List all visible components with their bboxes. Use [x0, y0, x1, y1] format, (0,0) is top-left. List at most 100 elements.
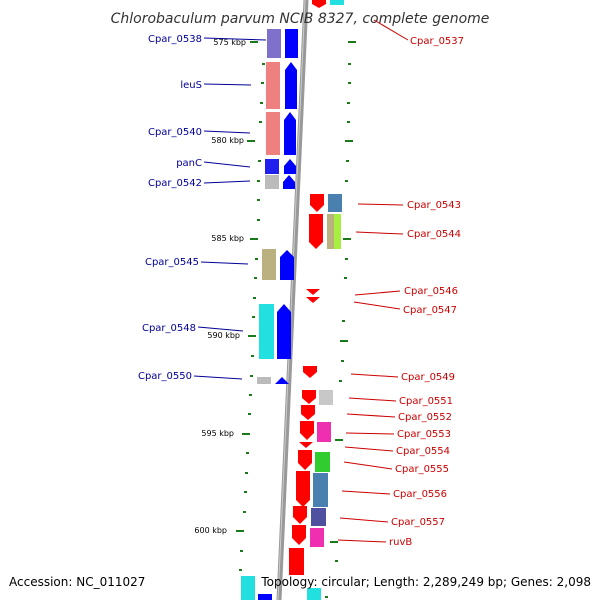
gene-box-panc[interactable] — [265, 159, 279, 174]
major-tick — [340, 340, 348, 342]
gene-label-right[interactable]: Cpar_0543 — [407, 200, 461, 211]
gene-box-cpar-0555[interactable] — [315, 452, 330, 472]
gene-arrow-cpar-0548[interactable] — [277, 304, 291, 359]
gene-box-cpar-0542[interactable] — [265, 175, 279, 189]
minor-tick — [257, 219, 260, 221]
gene-label-right[interactable]: Cpar_0553 — [397, 429, 451, 440]
gene-box-leus[interactable] — [266, 62, 280, 109]
minor-tick — [250, 375, 253, 377]
gene-box-cpar-0537[interactable] — [330, 0, 344, 5]
major-tick — [250, 41, 258, 43]
gene-box-cpar-0550[interactable] — [257, 377, 271, 384]
leader-line — [193, 375, 243, 380]
gene-arrow-cpar-0538[interactable] — [285, 29, 298, 58]
gene-arrow-cpar-0557[interactable] — [293, 506, 307, 524]
major-tick — [242, 433, 250, 435]
gene-box-cpar-0540[interactable] — [266, 112, 280, 155]
minor-tick — [239, 569, 242, 571]
gene-arrow-bottom-red[interactable] — [289, 548, 304, 575]
gene-arrow-cpar-0545[interactable] — [280, 250, 294, 280]
gene-label-right[interactable]: Cpar_0551 — [399, 396, 453, 407]
gene-arrow-cpar-0542[interactable] — [283, 175, 295, 189]
gene-box-cpar-0553[interactable] — [317, 422, 331, 442]
gene-label-left[interactable]: Cpar_0542 — [148, 178, 202, 189]
gene-label-right[interactable]: Cpar_0555 — [395, 464, 449, 475]
gene-box-bottom-right[interactable] — [307, 588, 321, 600]
minor-tick — [259, 121, 262, 123]
gene-box-cpar-0557[interactable] — [311, 508, 326, 526]
minor-tick — [347, 121, 350, 123]
gene-arrow-bottom[interactable] — [258, 594, 272, 600]
major-tick — [343, 238, 351, 240]
gene-arrow-cpar-0544[interactable] — [309, 214, 323, 249]
leader-line — [203, 130, 251, 134]
minor-tick — [260, 102, 263, 104]
gene-label-left[interactable]: Cpar_0540 — [148, 127, 202, 138]
gene-label-right[interactable]: Cpar_0546 — [404, 286, 458, 297]
gene-label-left[interactable]: panC — [176, 158, 202, 169]
gene-label-right[interactable]: Cpar_0547 — [403, 305, 457, 316]
leader-line — [355, 231, 404, 235]
gene-label-right[interactable]: ruvB — [389, 537, 412, 548]
gene-label-left[interactable]: Cpar_0538 — [148, 34, 202, 45]
leader-line — [343, 461, 393, 470]
leader-line — [341, 490, 391, 495]
gene-box-cpar-0538[interactable] — [267, 29, 281, 58]
gene-arrow-panc[interactable] — [284, 159, 296, 174]
gene-arrow-cpar-0554[interactable] — [299, 442, 313, 448]
gene-box-cpar-0545[interactable] — [262, 249, 276, 280]
minor-tick — [257, 199, 260, 201]
gene-arrow-cpar-0551[interactable] — [302, 390, 316, 404]
major-tick — [250, 238, 258, 240]
gene-arrow-ruvb[interactable] — [292, 525, 306, 545]
leader-line — [337, 539, 387, 543]
gene-label-left[interactable]: Cpar_0548 — [142, 323, 196, 334]
gene-arrow-cpar-0547[interactable] — [306, 297, 320, 303]
gene-label-right[interactable]: Cpar_0537 — [410, 36, 464, 47]
right-labels: Cpar_0537 Cpar_0543 Cpar_0544 Cpar_0546 … — [389, 36, 464, 548]
gene-box-ruvb[interactable] — [310, 528, 324, 547]
minor-tick — [348, 63, 351, 65]
minor-tick — [342, 320, 345, 322]
minor-tick — [244, 491, 247, 493]
major-tick — [248, 335, 256, 337]
gene-arrow-cpar-0556[interactable] — [296, 471, 310, 507]
gene-box-cpar-0548[interactable] — [259, 304, 274, 359]
gene-arrow-cpar-0550[interactable] — [275, 377, 289, 384]
minor-tick — [255, 258, 258, 260]
gene-label-right[interactable]: Cpar_0549 — [401, 372, 455, 383]
gene-label-left[interactable]: leuS — [180, 80, 202, 91]
kbp-tick-labels: 575 kbp 580 kbp 585 kbp 590 kbp 595 kbp … — [194, 38, 246, 535]
gene-arrow-cpar-0540[interactable] — [284, 112, 296, 155]
gene-label-right[interactable]: Cpar_0557 — [391, 517, 445, 528]
minor-tick — [243, 511, 246, 513]
gene-arrow-cpar-0553[interactable] — [300, 421, 314, 440]
leader-line — [373, 19, 409, 41]
gene-arrow-cpar-0537[interactable] — [312, 0, 326, 8]
minor-tick — [252, 316, 255, 318]
gene-label-right[interactable]: Cpar_0552 — [398, 412, 452, 423]
leader-line — [350, 373, 399, 378]
gene-label-left[interactable]: Cpar_0545 — [145, 257, 199, 268]
gene-label-right[interactable]: Cpar_0554 — [396, 446, 450, 457]
gene-box-bottom[interactable] — [241, 576, 255, 600]
gene-box-cpar-0544b[interactable] — [334, 214, 341, 249]
gene-label-left[interactable]: Cpar_0550 — [138, 371, 192, 382]
gene-box-cpar-0544[interactable] — [327, 214, 334, 249]
gene-arrow-cpar-0555[interactable] — [298, 450, 312, 470]
gene-label-right[interactable]: Cpar_0544 — [407, 229, 461, 240]
gene-arrow-cpar-0546[interactable] — [306, 289, 320, 295]
gene-box-cpar-0551[interactable] — [319, 390, 333, 405]
kbp-label: 595 kbp — [201, 429, 234, 438]
gene-arrow-leus[interactable] — [285, 62, 297, 109]
gene-label-right[interactable]: Cpar_0556 — [393, 489, 447, 500]
leader-line — [354, 290, 401, 296]
gene-arrow-cpar-0552[interactable] — [301, 405, 315, 420]
gene-box-cpar-0556[interactable] — [313, 473, 328, 507]
leader-line — [203, 37, 267, 41]
gene-box-cpar-0543[interactable] — [328, 194, 342, 212]
gene-arrow-cpar-0549[interactable] — [303, 366, 317, 378]
major-tick — [335, 439, 343, 441]
gene-arrow-cpar-0543[interactable] — [310, 194, 324, 212]
minor-tick — [262, 63, 265, 65]
